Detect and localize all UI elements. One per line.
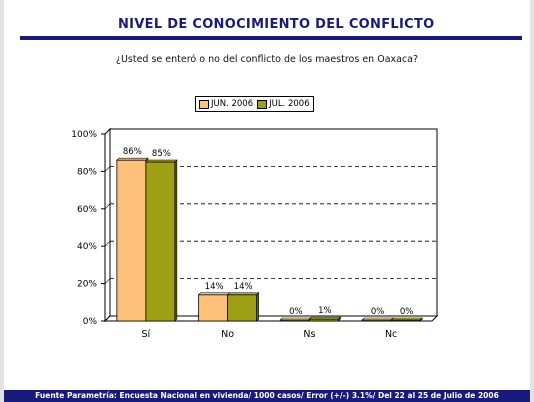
bar-jul-2	[308, 318, 339, 322]
bar-jun-1	[198, 294, 229, 322]
footer-source: Fuente Parametría: Encuesta Nacional en …	[4, 390, 530, 402]
bar-jun-0	[116, 159, 147, 322]
y-tick-label: 80%	[77, 167, 97, 177]
data-label: 14%	[205, 282, 224, 292]
legend-swatch-jun	[199, 99, 209, 109]
y-tick-label: 40%	[77, 242, 97, 252]
gridline-diagonal	[104, 278, 111, 284]
title-underline	[20, 36, 522, 40]
bar-jun-3	[361, 319, 392, 322]
frame-right-border	[530, 0, 534, 402]
data-label: 14%	[234, 282, 253, 292]
data-label: 86%	[123, 147, 142, 157]
bar-jul-1	[227, 294, 258, 322]
chart-legend: JUN. 2006 JUL. 2006	[195, 96, 314, 112]
legend-swatch-jul	[257, 99, 268, 109]
legend-label-jun: JUN. 2006	[211, 99, 254, 109]
y-tick-label: 0%	[83, 317, 98, 327]
survey-question: ¿Usted se enteró o no del conflicto de l…	[115, 54, 419, 65]
y-tick-label: 20%	[77, 280, 97, 290]
category-label: No	[221, 329, 234, 340]
data-label: 0%	[289, 307, 303, 317]
frame-left-border	[0, 0, 4, 402]
y-tick-label: 60%	[77, 205, 97, 215]
plot-back-wall	[109, 128, 438, 317]
data-label: 1%	[318, 306, 332, 316]
legend-item-jul: JUL. 2006	[257, 99, 310, 109]
bar-jul-0	[145, 161, 176, 322]
plot-side-wall	[104, 127, 111, 323]
y-tick-label: 100%	[71, 130, 97, 140]
category-label: Ns	[303, 329, 315, 340]
bar-jul-3	[390, 319, 421, 322]
page-title: NIVEL DE CONOCIMIENTO DEL CONFLICTO	[118, 17, 435, 32]
category-label: Nc	[385, 329, 397, 340]
data-label: 85%	[152, 149, 171, 159]
data-label: 0%	[371, 307, 385, 317]
gridline-diagonal	[104, 166, 111, 172]
category-label: Sí	[142, 329, 151, 340]
bar-jun-2	[279, 319, 310, 322]
gridline-diagonal	[104, 203, 111, 210]
legend-item-jun: JUN. 2006	[199, 99, 253, 109]
legend-label-jul: JUL. 2006	[269, 99, 310, 109]
gridline-diagonal	[104, 240, 111, 247]
data-label: 0%	[400, 307, 414, 317]
